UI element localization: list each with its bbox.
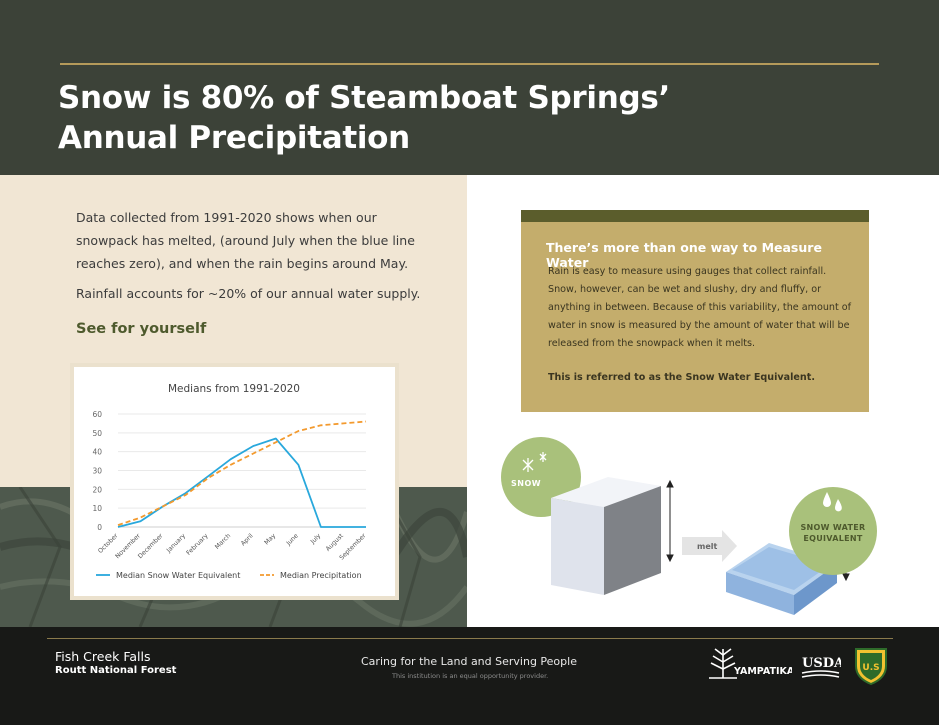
forest-name: Routt National Forest [55, 665, 177, 676]
footer-rule [47, 638, 893, 639]
page-title: Snow is 80% of Steamboat Springs’ Annual… [58, 78, 758, 158]
chart-y-tick-label: 40 [92, 448, 102, 457]
chart-lines [117, 420, 367, 528]
rain-text: Rainfall accounts for ~20% of our annual… [76, 286, 421, 301]
info-box: There’s more than one way to Measure Wat… [521, 210, 869, 412]
title-line-2: Annual Precipitation [58, 120, 410, 156]
chart-x-tick-label: June [285, 532, 300, 547]
chart-legend: Median Snow Water Equivalent Median Preci… [96, 571, 362, 580]
usfs-logo-text: U.S [862, 663, 879, 673]
chart-legend-label: Median Precipitation [280, 571, 362, 580]
header-rule [60, 63, 879, 65]
chart-x-tick-label: July [309, 532, 323, 546]
yampatika-logo-text: YAMPATIKA [733, 666, 792, 677]
usda-logo: USDA [801, 656, 841, 678]
swe-circle [789, 487, 877, 575]
swe-label-line-2: EQUIVALENT [803, 534, 863, 543]
title-line-1: Snow is 80% of Steamboat Springs’ [58, 80, 670, 116]
snow-label: SNOW [511, 479, 541, 488]
chart-series-line [117, 420, 367, 526]
chart-title: Medians from 1991-2020 [168, 383, 300, 395]
chart-y-tick-label: 10 [92, 504, 102, 513]
eeo-statement: This institution is an equal opportunity… [392, 672, 549, 680]
footer: Fish Creek Falls Routt National Forest C… [0, 627, 939, 725]
intro-text: Data collected from 1991-2020 shows when… [76, 210, 415, 271]
melt-arrow-icon [682, 530, 737, 562]
chart-y-tick-label: 50 [92, 429, 102, 438]
chart-y-tick-label: 60 [92, 410, 102, 419]
chart-grid [118, 413, 366, 528]
info-box-body: Rain is easy to measure using gauges tha… [548, 266, 852, 349]
chart-x-tick-label: March [214, 532, 232, 550]
chart-x-tick-label: December [137, 532, 165, 560]
melt-label: melt [697, 542, 718, 551]
chart-x-tick-label: May [263, 532, 277, 546]
chart-x-tick-label: October [97, 532, 120, 555]
footer-motto: Caring for the Land and Serving People [361, 655, 577, 668]
info-box-bar [521, 210, 869, 222]
chart-y-tick-label: 30 [92, 467, 102, 476]
see-for-yourself-link[interactable]: See for yourself [76, 321, 207, 337]
chart-legend-label: Median Snow Water Equivalent [116, 571, 240, 580]
snowflake-icon [522, 452, 547, 472]
chart-x-tick-label: August [325, 532, 346, 553]
snow-cube [551, 477, 661, 595]
chart-x-tick-label: April [240, 532, 255, 547]
info-box-title: There’s more than one way to Measure Wat… [546, 240, 822, 270]
chart-x-tick-label: February [185, 532, 210, 557]
chart-y-tick-label: 0 [97, 523, 102, 532]
snow-height-arrow [666, 479, 674, 563]
chart-y-ticks: 0 10 20 30 40 50 60 [92, 410, 102, 532]
yampatika-logo: YAMPATIKA [709, 648, 792, 679]
forest-service-shield-logo: U.S [855, 648, 887, 686]
header: Snow is 80% of Steamboat Springs’ Annual… [0, 0, 939, 175]
chart-x-tick-label: January [165, 532, 187, 554]
usda-logo-text: USDA [802, 656, 841, 671]
precipitation-chart: Medians from 1991-2020 0 10 20 30 40 50 60 Oct… [92, 383, 368, 580]
chart-card: Medians from 1991-2020 0 10 20 30 40 50 60 Oct… [70, 363, 399, 600]
info-box-note: This is referred to as the Snow Water Eq… [548, 372, 815, 383]
chart-y-tick-label: 20 [92, 485, 102, 494]
swe-label-line-1: SNOW WATER [801, 523, 866, 532]
swe-diagram: SNOW melt SNOW WATER EQUIVALENT [501, 437, 877, 615]
location-name: Fish Creek Falls [55, 649, 151, 664]
yampatika-tree-icon [709, 648, 737, 679]
water-drops-icon [823, 492, 842, 512]
